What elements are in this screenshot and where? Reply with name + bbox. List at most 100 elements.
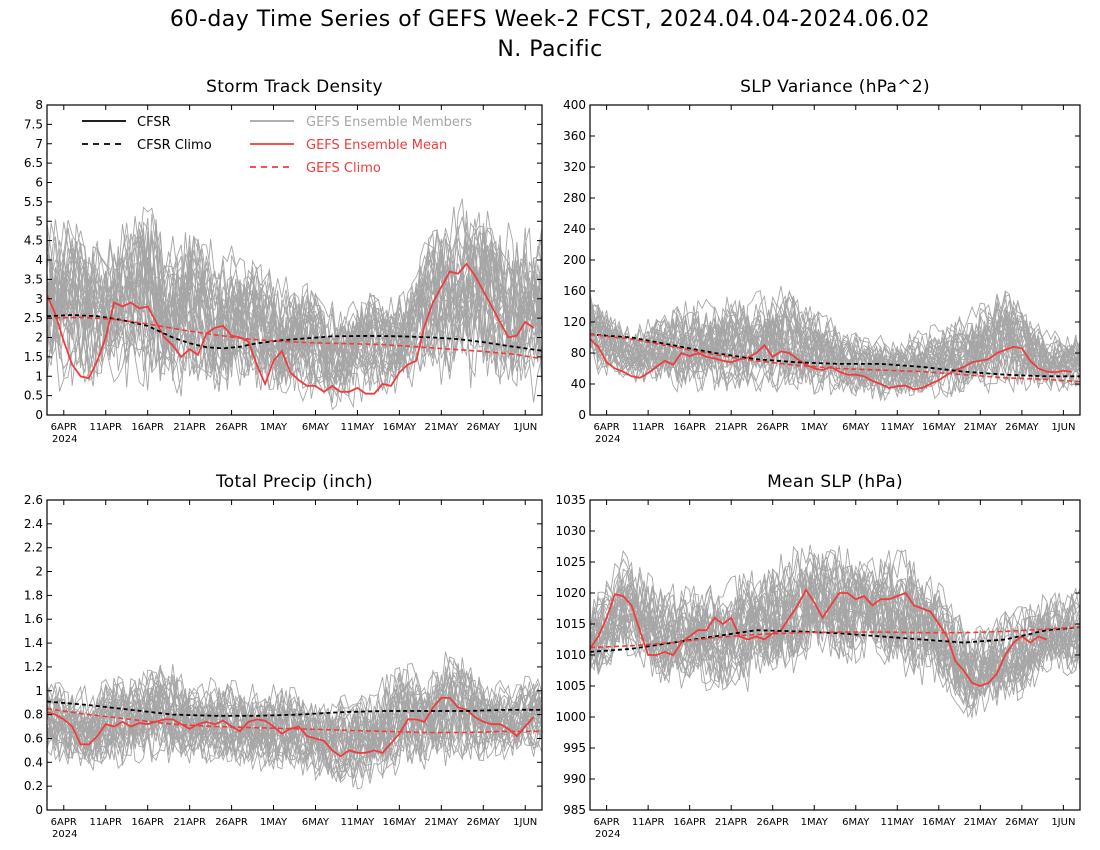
y-tick-label: 320 — [563, 160, 586, 174]
y-tick-label: 1030 — [555, 524, 586, 538]
x-tick-label: 6MAY — [302, 817, 330, 828]
panel-title: Storm Track Density — [206, 77, 383, 97]
y-tick-label: 1035 — [555, 493, 586, 507]
ensemble-members — [47, 651, 542, 790]
ensemble-member-line — [590, 578, 1080, 702]
x-axis: 6APR 11APR 16APR 21APR 26APR 1MAY 6MAY 11MAY 16M… — [594, 105, 1075, 445]
y-tick-label: 5 — [35, 214, 43, 228]
x-tick-label: 26APR — [215, 817, 248, 828]
x-tick-label: 21APR — [715, 817, 748, 828]
y-tick-label: 160 — [563, 284, 586, 298]
y-tick-label: 3.5 — [24, 272, 43, 286]
ensemble-member-line — [47, 231, 542, 409]
y-tick-label: 6 — [35, 176, 43, 190]
x-tick-label: 11MAY — [341, 422, 375, 433]
panel-slp-variance-hpa-2: SLP Variance (hPa^2) 0 40 80 120 160 200 240 280… — [563, 77, 1081, 445]
y-tick-label: 2.2 — [24, 541, 43, 555]
x-tick-label: 16MAY — [922, 817, 956, 828]
x-tick-label: 11APR — [89, 817, 122, 828]
y-tick-label: 1.6 — [24, 612, 43, 626]
y-tick-label: 1.2 — [24, 660, 43, 674]
x-year-label: 2024 — [595, 434, 620, 445]
y-tick-label: 0 — [35, 408, 43, 422]
y-tick-label: 0.5 — [24, 389, 43, 403]
x-tick-label: 21APR — [715, 422, 748, 433]
y-tick-label: 1020 — [555, 586, 586, 600]
y-tick-label: 985 — [563, 803, 586, 817]
x-tick-label: 21MAY — [425, 422, 459, 433]
y-tick-label: 400 — [563, 98, 586, 112]
x-tick-label: 11MAY — [341, 817, 375, 828]
ensemble-member-line — [47, 244, 542, 392]
ensemble-member-line — [47, 679, 542, 779]
y-tick-label: 7 — [35, 137, 43, 151]
y-tick-label: 1025 — [555, 555, 586, 569]
x-tick-label: 21MAY — [964, 817, 998, 828]
ensemble-member-line — [47, 670, 542, 772]
x-tick-label: 1JUN — [513, 817, 537, 828]
y-tick-label: 1005 — [555, 679, 586, 693]
panel-total-precip-inch: Total Precip (inch) 0 0.2 0.4 0.6 0.8 1 1.2 1.4 1… — [24, 472, 543, 840]
y-tick-label: 4.5 — [24, 234, 43, 248]
ensemble-member-line — [590, 295, 1080, 397]
x-tick-label: 11MAY — [881, 817, 915, 828]
x-axis: 6APR 11APR 16APR 21APR 26APR 1MAY 6MAY 11MAY 16M… — [51, 105, 537, 445]
chart-panels: Storm Track Density 0 0.5 1 1.5 2 2.5 3 3.5 4 4.5 5… — [24, 77, 1081, 840]
y-tick-label: 4 — [35, 253, 43, 267]
x-tick-label: 1MAY — [801, 422, 829, 433]
series-line-gefs-ensemble-mean — [47, 262, 535, 395]
series-line-gefs-climo — [47, 707, 542, 734]
series-line-gefs-ensemble-mean — [590, 588, 1048, 687]
y-tick-label: 360 — [563, 129, 586, 143]
x-tick-label: 26APR — [756, 817, 789, 828]
ensemble-members — [47, 198, 542, 411]
ensemble-members — [590, 285, 1080, 402]
legend-label: GEFS Ensemble Mean — [306, 138, 447, 153]
y-tick-label: 1.5 — [24, 350, 43, 364]
panel-title: Total Precip (inch) — [215, 472, 373, 492]
y-tick-label: 1 — [35, 369, 43, 383]
y-tick-label: 280 — [563, 191, 586, 205]
y-tick-label: 1 — [35, 684, 43, 698]
plot-area — [47, 651, 542, 790]
x-year-label: 2024 — [52, 434, 77, 445]
x-year-label: 2024 — [52, 829, 77, 840]
ensemble-member-line — [47, 221, 542, 376]
x-tick-label: 6MAY — [842, 422, 870, 433]
y-tick-label: 2 — [35, 331, 43, 345]
x-tick-label: 1JUN — [513, 422, 537, 433]
x-tick-label: 16MAY — [922, 422, 956, 433]
legend: CFSR CFSR Climo GEFS Ensemble Members GEFS … — [82, 115, 472, 176]
y-axis: 0 40 80 120 160 200 240 280 320 360 400 — [563, 98, 1080, 422]
y-tick-label: 0.6 — [24, 731, 43, 745]
x-tick-label: 21APR — [173, 817, 206, 828]
x-tick-label: 16APR — [131, 817, 164, 828]
x-axis: 6APR 11APR 16APR 21APR 26APR 1MAY 6MAY 11MAY 16M… — [51, 500, 537, 840]
y-tick-label: 1010 — [555, 648, 586, 662]
y-tick-label: 990 — [563, 772, 586, 786]
ensemble-member-line — [590, 308, 1080, 394]
x-tick-label: 26MAY — [1005, 422, 1039, 433]
legend-label: CFSR Climo — [137, 138, 212, 153]
legend-item-gefs-climo: GEFS Climo — [250, 161, 381, 176]
legend-label: CFSR — [137, 115, 171, 130]
x-tick-label: 1MAY — [260, 422, 288, 433]
x-tick-label: 11APR — [89, 422, 122, 433]
y-tick-label: 2.6 — [24, 493, 43, 507]
ensemble-member-line — [590, 310, 1080, 402]
x-tick-label: 6APR — [594, 817, 620, 828]
x-tick-label: 21MAY — [964, 422, 998, 433]
x-tick-label: 1MAY — [801, 817, 829, 828]
y-tick-label: 7.5 — [24, 117, 43, 131]
ensemble-member-line — [590, 556, 1080, 710]
y-tick-label: 5.5 — [24, 195, 43, 209]
legend-item-mean: GEFS Ensemble Mean — [250, 138, 447, 153]
x-tick-label: 1JUN — [1051, 817, 1075, 828]
x-tick-label: 6MAY — [842, 817, 870, 828]
ensemble-member-line — [590, 550, 1080, 684]
plot-area — [590, 544, 1080, 719]
legend-item-cfsr-climo: CFSR Climo — [82, 138, 212, 153]
x-tick-label: 6APR — [594, 422, 620, 433]
ensemble-member-line — [590, 290, 1080, 385]
y-axis: 0 0.5 1 1.5 2 2.5 3 3.5 4 4.5 5 5.5 6 6.5 7 7.5 8 — [24, 98, 542, 422]
